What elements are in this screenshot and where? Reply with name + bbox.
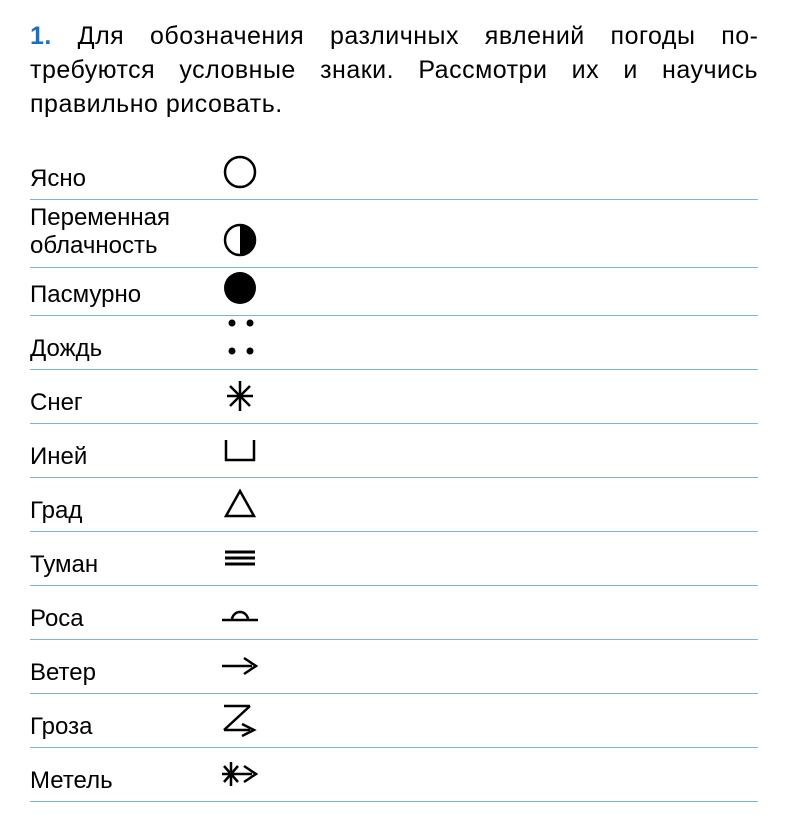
table-row: Снег — [30, 370, 758, 424]
frost-icon — [210, 429, 270, 471]
weather-label: Снег — [30, 389, 210, 419]
weather-label: Ясно — [30, 165, 210, 195]
wind-icon — [210, 645, 270, 687]
fog-icon — [210, 537, 270, 579]
table-row: Гроза — [30, 694, 758, 748]
exercise-header: 1. Для обозначения различных явлений пог… — [30, 20, 758, 121]
table-row: Град — [30, 478, 758, 532]
table-row: Ясно — [30, 146, 758, 200]
dew-icon — [210, 591, 270, 633]
table-row: Роса — [30, 586, 758, 640]
weather-label: Метель — [30, 767, 210, 797]
weather-label: Туман — [30, 551, 210, 581]
header-text: 1. Для обозначения различных явлений пог… — [30, 20, 758, 121]
clear-icon — [210, 151, 270, 193]
weather-label: Пасмурно — [30, 281, 210, 311]
table-row: Ветер — [30, 640, 758, 694]
weather-label: Иней — [30, 443, 210, 473]
blizzard-icon — [210, 753, 270, 795]
partly-cloudy-icon — [210, 219, 270, 261]
table-row: Переменнаяоблачность — [30, 200, 758, 268]
exercise-instruction: Для обозначения различных явлений погоды… — [30, 22, 758, 118]
table-row: Метель — [30, 748, 758, 802]
weather-label: Переменнаяоблачность — [30, 204, 210, 264]
table-row: Иней — [30, 424, 758, 478]
weather-label: Дождь — [30, 335, 210, 365]
table-row: Туман — [30, 532, 758, 586]
hail-icon — [210, 483, 270, 525]
weather-label: Ветер — [30, 659, 210, 689]
rain-icon — [210, 313, 270, 363]
table-row: Пасмурно — [30, 268, 758, 316]
weather-label: Гроза — [30, 713, 210, 743]
overcast-icon — [210, 267, 270, 309]
symbol-list: Ясно Переменнаяоблачность Пасмурно Дождь — [30, 146, 758, 802]
table-row: Дождь — [30, 316, 758, 370]
storm-icon — [210, 699, 270, 741]
weather-label: Град — [30, 497, 210, 527]
exercise-number: 1. — [30, 22, 52, 50]
snow-icon — [210, 375, 270, 417]
weather-label: Роса — [30, 605, 210, 635]
